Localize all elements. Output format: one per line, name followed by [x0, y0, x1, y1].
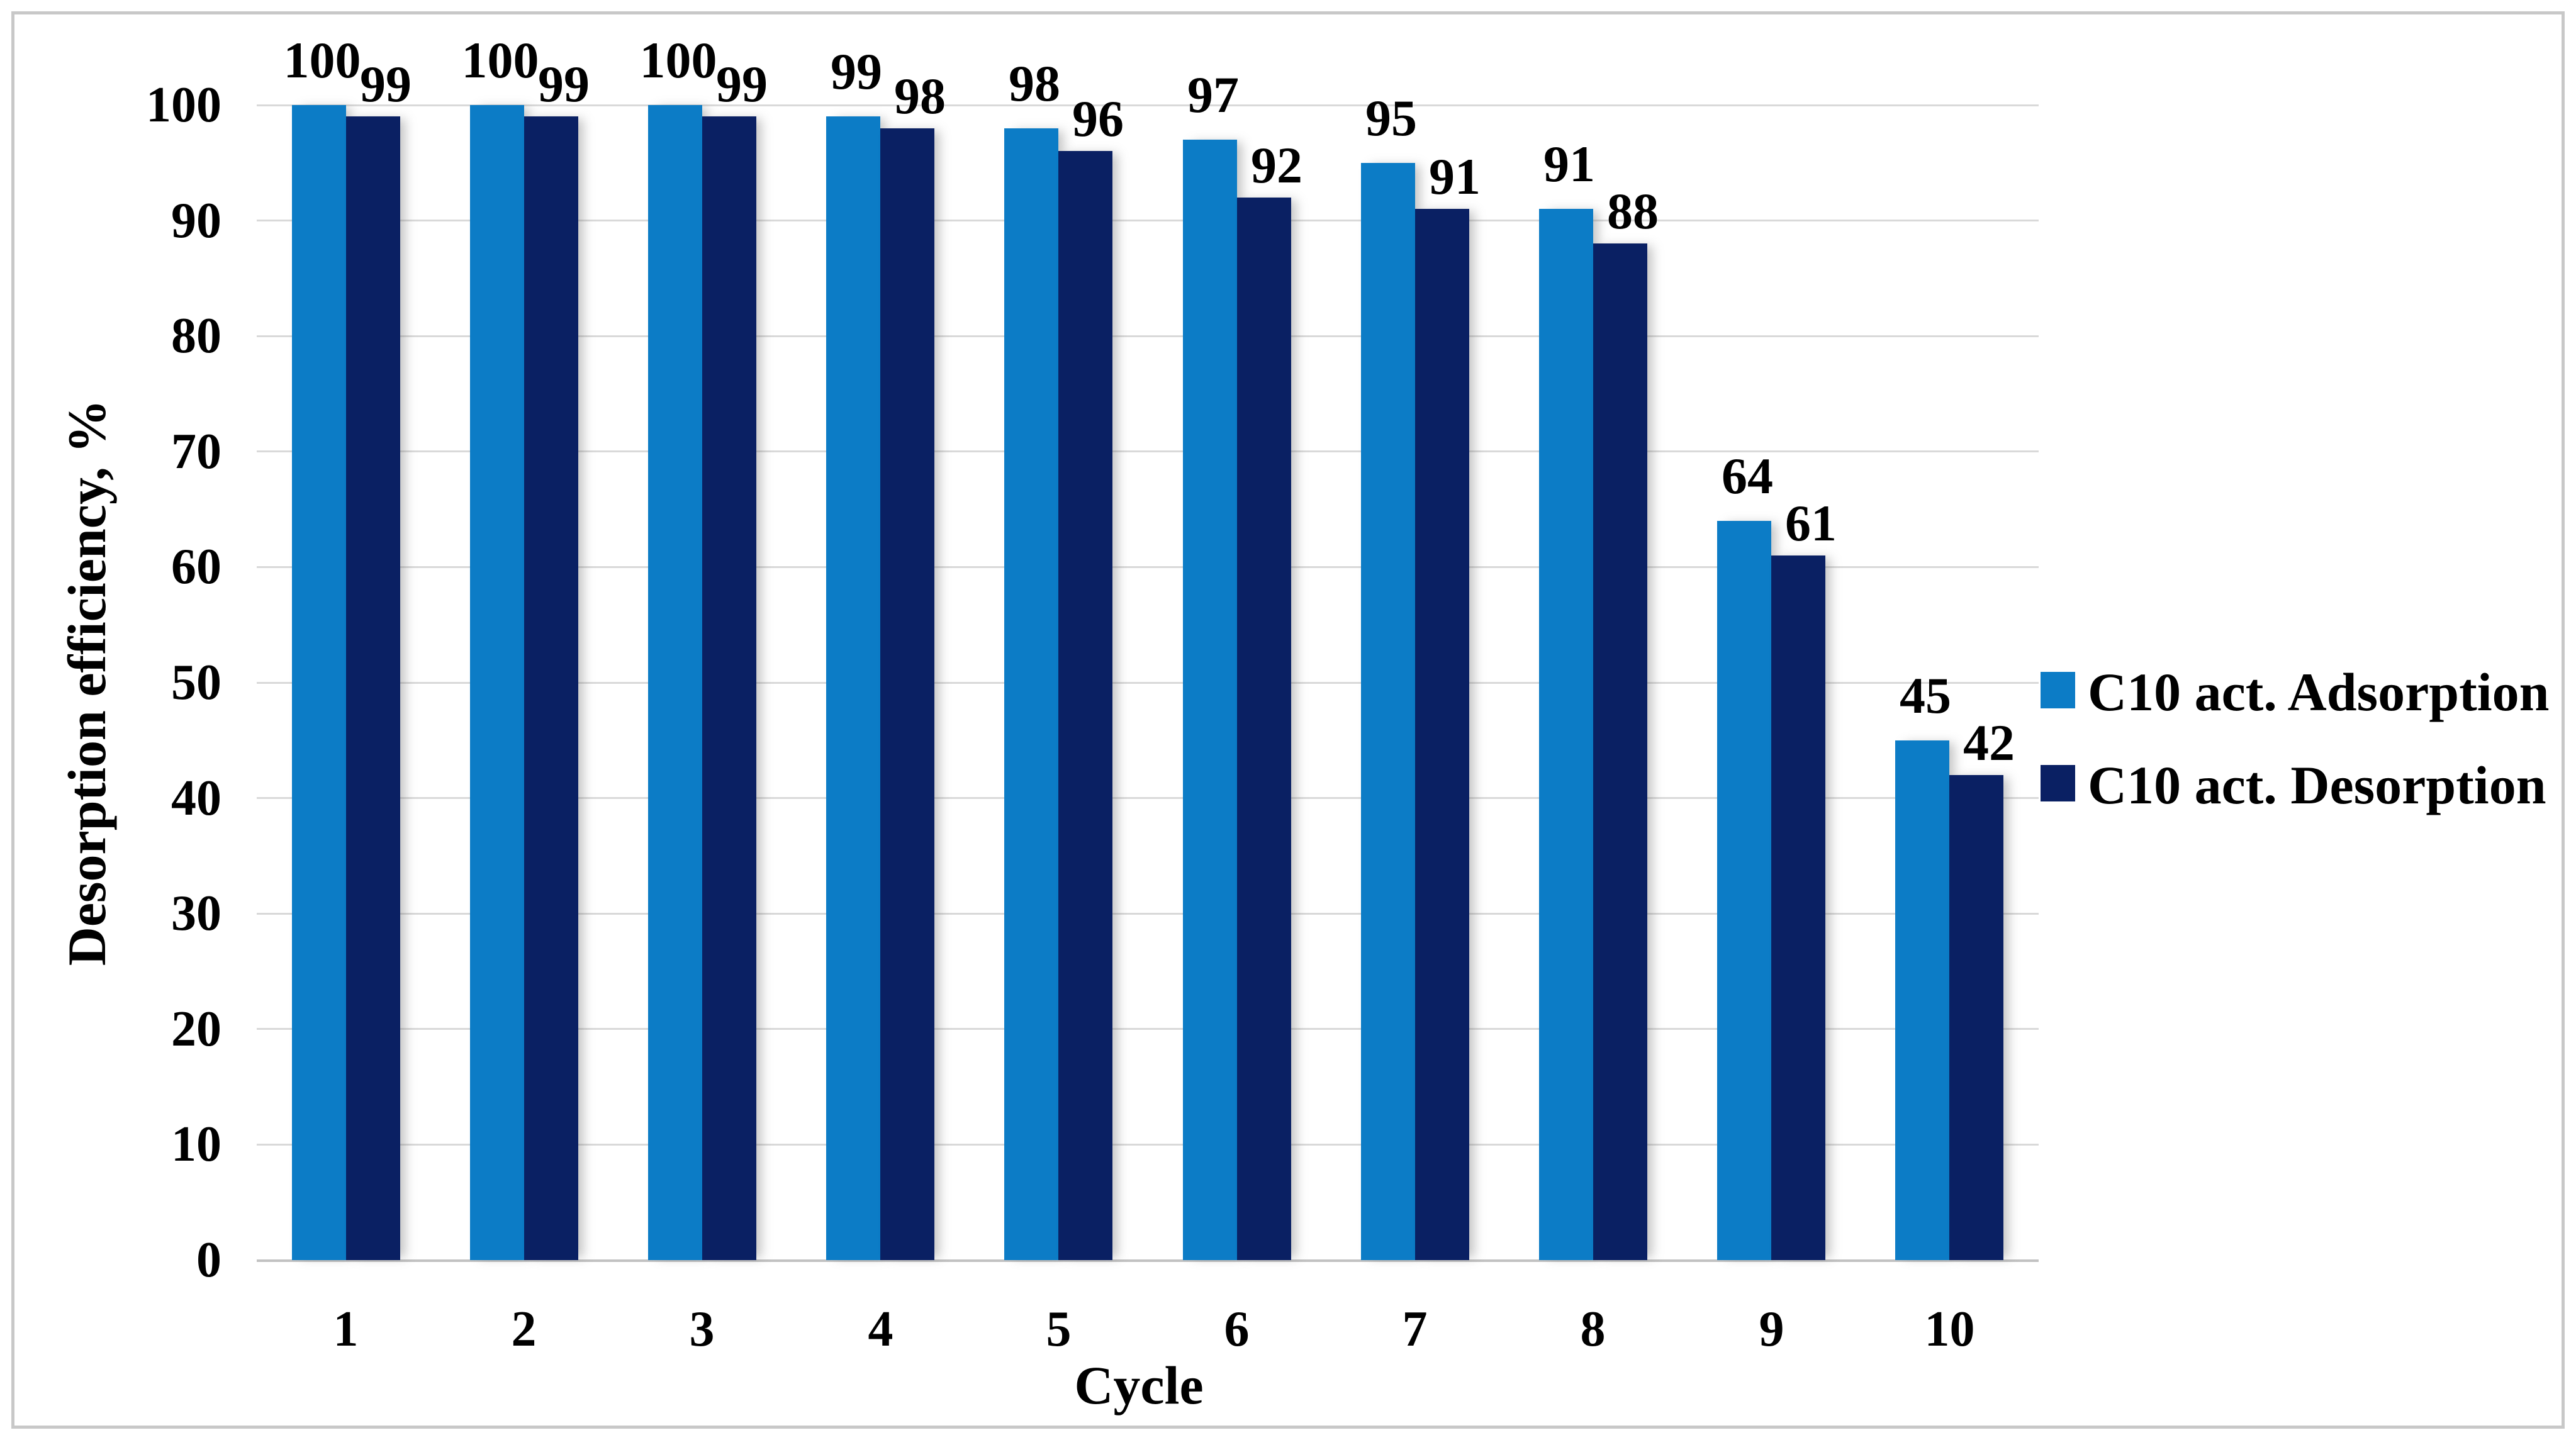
data-label-adsorption-cycle-5: 98 — [1009, 55, 1060, 112]
y-tick-label-40: 40 — [171, 771, 221, 826]
gridline-y40 — [257, 797, 2039, 799]
data-label-desorption-cycle-4: 98 — [894, 67, 946, 125]
bar-adsorption-cycle-1 — [292, 105, 346, 1260]
bar-adsorption-cycle-3 — [648, 105, 702, 1260]
gridline-y20 — [257, 1028, 2039, 1030]
bar-adsorption-cycle-10 — [1895, 740, 1949, 1260]
y-tick-label-70: 70 — [171, 424, 221, 479]
y-tick-label-50: 50 — [171, 655, 221, 710]
x-tick-label-4: 4 — [868, 1302, 893, 1357]
bar-adsorption-cycle-5 — [1004, 128, 1058, 1260]
bar-adsorption-cycle-2 — [470, 105, 524, 1260]
bar-desorption-cycle-6 — [1237, 198, 1291, 1260]
gridline-y100 — [257, 104, 2039, 106]
bar-desorption-cycle-3 — [702, 116, 756, 1260]
x-tick-label-6: 6 — [1224, 1302, 1250, 1357]
data-label-adsorption-cycle-10: 45 — [1900, 667, 1951, 724]
bar-adsorption-cycle-8 — [1539, 209, 1593, 1260]
data-label-desorption-cycle-10: 42 — [1963, 714, 2015, 771]
bar-adsorption-cycle-6 — [1183, 140, 1237, 1260]
data-label-adsorption-cycle-9: 64 — [1722, 447, 1773, 505]
bar-desorption-cycle-7 — [1415, 209, 1469, 1260]
legend-swatch-adsorption — [2041, 672, 2075, 708]
data-label-desorption-cycle-2: 99 — [538, 55, 590, 113]
y-tick-label-10: 10 — [171, 1117, 221, 1172]
y-tick-label-20: 20 — [171, 1002, 221, 1057]
bar-adsorption-cycle-4 — [826, 116, 880, 1260]
bar-desorption-cycle-5 — [1058, 151, 1112, 1260]
x-tick-label-1: 1 — [333, 1302, 359, 1357]
gridline-y10 — [257, 1144, 2039, 1146]
bar-desorption-cycle-10 — [1949, 775, 2003, 1260]
legend-label-desorption: C10 act. Desorption — [2088, 755, 2546, 815]
data-label-desorption-cycle-3: 99 — [716, 55, 768, 113]
bar-desorption-cycle-2 — [524, 116, 578, 1260]
x-tick-label-2: 2 — [511, 1302, 537, 1357]
gridline-y0 — [257, 1259, 2039, 1262]
data-label-desorption-cycle-1: 99 — [360, 55, 412, 113]
data-label-adsorption-cycle-4: 99 — [831, 43, 882, 100]
x-tick-label-9: 9 — [1759, 1302, 1784, 1357]
bar-desorption-cycle-1 — [346, 116, 400, 1260]
bar-adsorption-cycle-7 — [1361, 163, 1415, 1260]
x-tick-label-5: 5 — [1046, 1302, 1072, 1357]
bar-desorption-cycle-4 — [880, 128, 934, 1260]
y-axis-title: Desorption efficiency, % — [57, 399, 117, 966]
gridline-y30 — [257, 913, 2039, 915]
data-label-desorption-cycle-8: 88 — [1607, 182, 1659, 240]
gridline-y60 — [257, 566, 2039, 568]
y-tick-label-80: 80 — [171, 308, 221, 364]
x-tick-label-7: 7 — [1402, 1302, 1428, 1357]
x-tick-label-8: 8 — [1580, 1302, 1606, 1357]
y-tick-label-100: 100 — [146, 77, 221, 133]
data-label-desorption-cycle-7: 91 — [1429, 148, 1481, 205]
legend-label-adsorption: C10 act. Adsorption — [2088, 662, 2550, 722]
data-label-adsorption-cycle-6: 97 — [1187, 66, 1239, 123]
gridline-y70 — [257, 450, 2039, 452]
y-tick-label-60: 60 — [171, 539, 221, 594]
bar-desorption-cycle-9 — [1771, 555, 1825, 1260]
data-label-adsorption-cycle-3: 100 — [639, 31, 717, 89]
gridline-y50 — [257, 682, 2039, 684]
x-axis-title: Cycle — [1074, 1355, 1204, 1415]
x-tick-label-3: 3 — [689, 1302, 715, 1357]
data-label-adsorption-cycle-8: 91 — [1543, 135, 1595, 193]
legend-swatch-desorption — [2041, 765, 2075, 801]
y-tick-label-90: 90 — [171, 193, 221, 248]
data-label-desorption-cycle-6: 92 — [1251, 137, 1302, 194]
bar-adsorption-cycle-9 — [1717, 521, 1771, 1260]
bar-desorption-cycle-8 — [1593, 243, 1647, 1260]
y-tick-label-30: 30 — [171, 886, 221, 941]
gridline-y90 — [257, 220, 2039, 221]
gridline-y80 — [257, 335, 2039, 337]
y-tick-label-0: 0 — [196, 1232, 221, 1288]
data-label-adsorption-cycle-2: 100 — [461, 31, 539, 89]
x-tick-label-10: 10 — [1924, 1302, 1975, 1357]
data-label-desorption-cycle-5: 96 — [1072, 90, 1124, 147]
data-label-adsorption-cycle-1: 100 — [283, 31, 361, 89]
data-label-adsorption-cycle-7: 95 — [1365, 89, 1417, 147]
data-label-desorption-cycle-9: 61 — [1785, 494, 1837, 552]
